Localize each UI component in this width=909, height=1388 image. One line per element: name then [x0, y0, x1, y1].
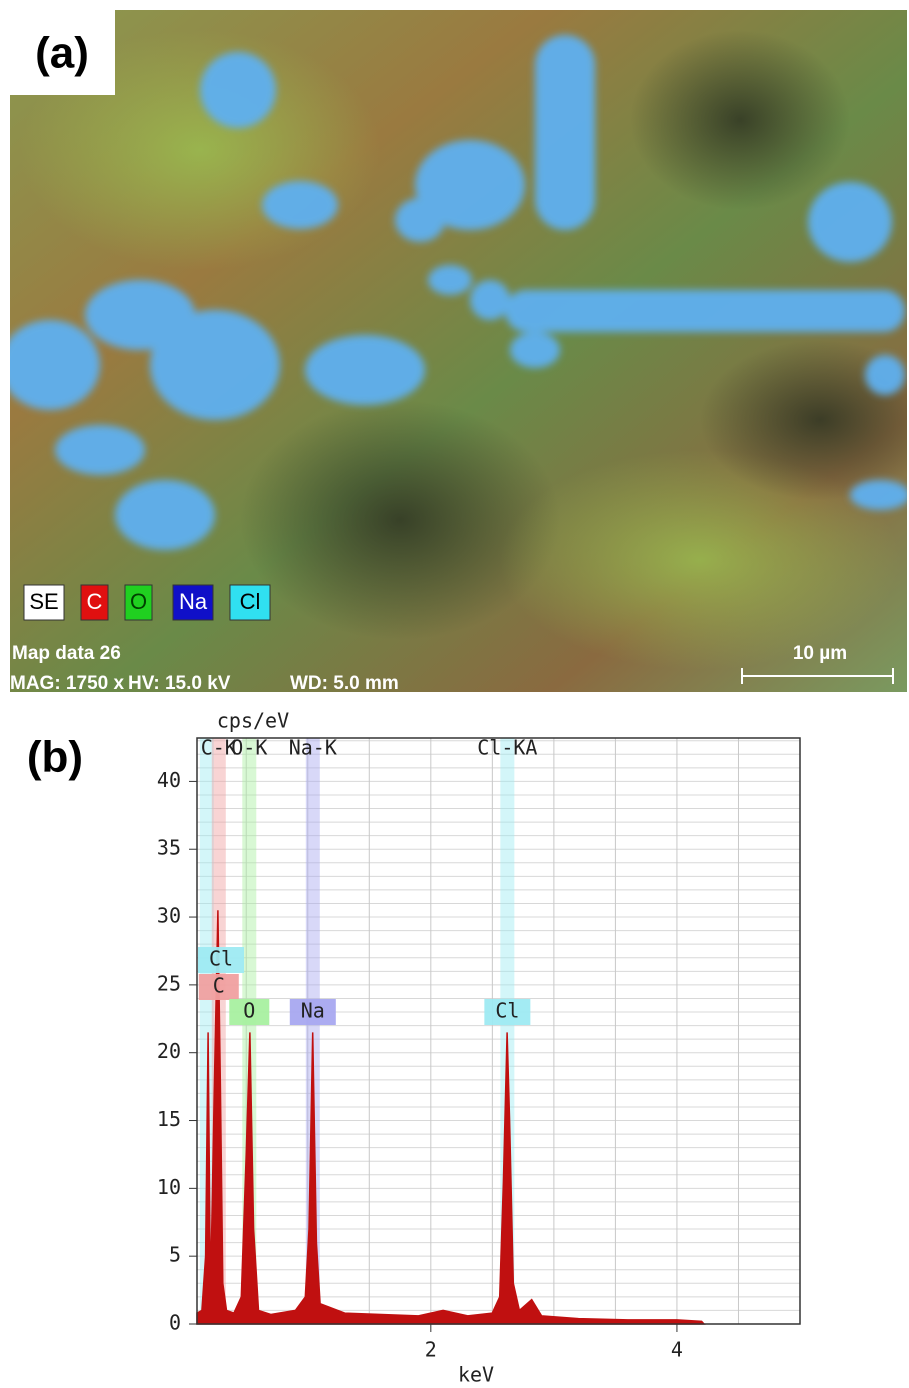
element-box [484, 999, 531, 1025]
y-tick-label: 40 [157, 768, 181, 792]
map-title: Map data 26 [12, 643, 121, 664]
x-tick-label: 2 [425, 1338, 437, 1362]
element-box-label: C [213, 974, 225, 998]
panel-label: (a) [35, 29, 89, 78]
element-box [289, 999, 336, 1025]
spectrum [196, 910, 706, 1325]
element-box [229, 999, 270, 1025]
spectrum-plot: Cl C-K C O-K O Na-K Na Cl-KA Cl 0 5 10 15 20 25 30 35 40 2… [157, 709, 801, 1387]
y-tick-label: 35 [157, 836, 181, 860]
high-voltage: HV: 15.0 kV [128, 673, 231, 694]
legend-swatch [23, 584, 65, 621]
scale-bar-label: 10 µm [793, 643, 847, 664]
element-box [198, 947, 244, 973]
element-box-label: Cl [209, 947, 233, 971]
y-tick-label: 10 [157, 1175, 181, 1199]
y-tick-label: 5 [169, 1243, 181, 1267]
element-line-label: Cl-KA [477, 736, 537, 760]
legend-label: Na [179, 589, 208, 614]
y-tick-label: 20 [157, 1039, 181, 1063]
y-tick-label: 0 [169, 1311, 181, 1335]
scale-bar [741, 668, 894, 684]
element-box-label: Cl [495, 999, 519, 1023]
magnification: MAG: 1750 x [10, 673, 124, 694]
x-tick-label: 4 [671, 1338, 683, 1362]
panel-label: (b) [27, 733, 83, 782]
element-box [198, 974, 239, 1000]
element-line-label: C-K [201, 736, 237, 760]
y-tick-label: 30 [157, 904, 181, 928]
legend-label: SE [29, 589, 58, 614]
working-distance: WD: 5.0 mm [290, 673, 399, 694]
legend-swatch [124, 584, 153, 621]
element-band [199, 738, 214, 1324]
legend-label: C [87, 589, 103, 614]
element-line-label: O-K [231, 736, 267, 760]
plot-frame [196, 737, 801, 1325]
legend-swatch [172, 584, 214, 621]
element-legend: SE C O Na Cl [23, 584, 271, 621]
y-axis-label: cps/eV [217, 709, 289, 733]
legend-label: Cl [240, 589, 261, 614]
legend-swatch [229, 584, 271, 621]
element-box-label: Na [301, 999, 325, 1023]
y-tick-label: 15 [157, 1107, 181, 1131]
legend-swatch [80, 584, 109, 621]
y-tick-label: 25 [157, 971, 181, 995]
map-image [10, 10, 907, 692]
element-line-label: Na-K [289, 736, 337, 760]
legend-label: O [130, 589, 147, 614]
element-box-label: O [243, 999, 255, 1023]
x-axis-label: keV [458, 1363, 494, 1387]
panel-label-box [10, 10, 115, 95]
plot-area [197, 738, 800, 1324]
